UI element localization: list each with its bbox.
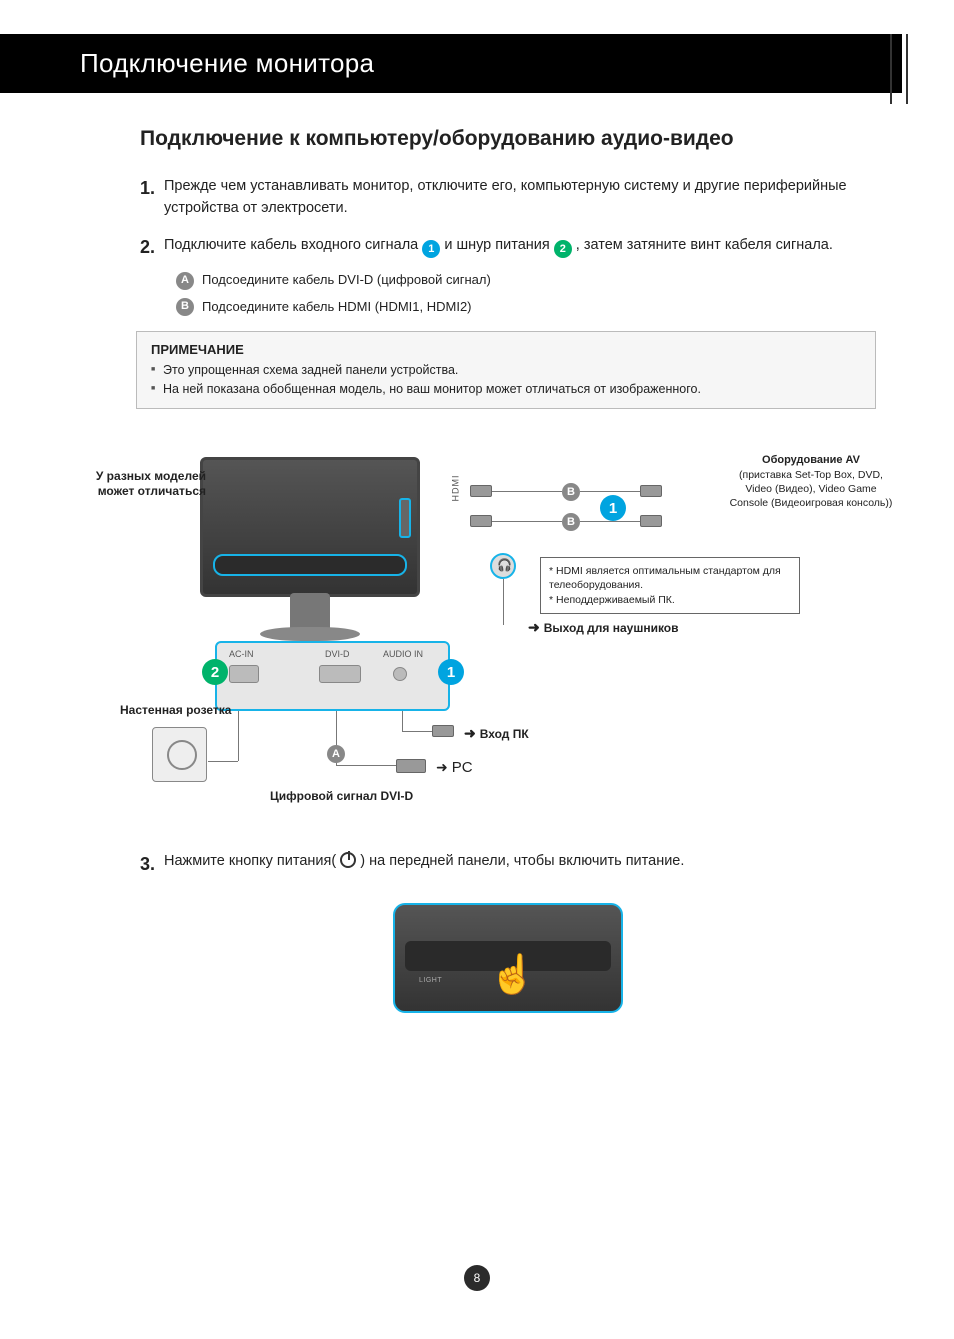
hand-icon: ☝	[489, 953, 536, 997]
step-2-num: 2.	[140, 234, 155, 262]
arrow-icon: ➜	[436, 759, 448, 775]
connection-diagram: HDMI B B 1 Оборудование AV (приставка Se…	[120, 445, 876, 825]
step-1-num: 1.	[140, 175, 155, 203]
note-line-2: На ней показана обобщенная модель, но ва…	[151, 380, 861, 399]
monitor-side-port	[399, 498, 411, 538]
hdmi-conn-2-right	[640, 515, 662, 527]
side-tab-marker	[890, 34, 908, 104]
dvi-signal-label: Цифровой сигнал DVI-D	[270, 789, 413, 803]
cable-line	[503, 579, 504, 625]
pc-arrow-label: ➜PC	[436, 759, 473, 776]
audio-conn	[432, 725, 454, 737]
badge-2-icon: 2	[554, 240, 572, 258]
pc-text: PC	[452, 759, 473, 776]
panel-label-audio: AUDIO IN	[383, 649, 423, 659]
cable-line	[238, 711, 239, 761]
hdmi-note-1: HDMI является оптимальным стандартом для…	[549, 565, 781, 591]
hdmi-note-2: Неподдерживаемый ПК.	[556, 594, 675, 606]
wall-outlet-label: Настенная розетка	[120, 703, 231, 717]
note-title: ПРИМЕЧАНИЕ	[151, 342, 861, 357]
av-title: Оборудование AV	[762, 454, 860, 466]
power-icon	[340, 852, 356, 868]
headphone-jack-icon	[490, 553, 516, 579]
cable-line	[492, 521, 562, 522]
port-dvi	[319, 665, 361, 683]
arrow-icon: ➜	[528, 619, 540, 635]
dvi-conn	[396, 759, 426, 773]
page: Подключение монитора Подключение к компь…	[0, 34, 954, 1339]
sub-a-text: Подсоедините кабель DVI-D (цифровой сигн…	[202, 270, 491, 290]
monitor-illustration	[200, 457, 420, 597]
wall-outlet-icon	[152, 727, 207, 782]
monitor-bottom-bar	[213, 554, 407, 576]
hdmi-conn-2-left	[470, 515, 492, 527]
arrow-icon: ➜	[464, 725, 476, 741]
panel-label-acin: AC-IN	[229, 649, 254, 659]
step-1: 1. Прежде чем устанавливать монитор, отк…	[140, 175, 876, 220]
content-area: Подключение к компьютеру/оборудованию ау…	[0, 93, 954, 1013]
note-line-1: Это упрощенная схема задней панели устро…	[151, 361, 861, 380]
av-equipment-label: Оборудование AV (приставка Set-Top Box, …	[726, 453, 896, 510]
hdmi-conn-1-right	[640, 485, 662, 497]
models-vary-label: У разных моделей может отличаться	[56, 469, 206, 498]
step-2: 2. Подключите кабель входного сигнала 1 …	[140, 234, 876, 317]
headphone-out-label: ➜ Выход для наушников	[528, 619, 679, 636]
headphone-out-text: Выход для наушников	[544, 621, 679, 635]
pc-input-text: Вход ПК	[480, 727, 529, 741]
note-list: Это упрощенная схема задней панели устро…	[151, 361, 861, 399]
step-3-num: 3.	[140, 851, 155, 878]
cable-line	[580, 491, 640, 492]
badge-a-cable: A	[327, 745, 345, 763]
steps-list: 1. Прежде чем устанавливать монитор, отк…	[140, 175, 876, 317]
cable-line	[402, 731, 432, 732]
badge-b-cable-1: B	[562, 483, 580, 501]
sub-b: B Подсоедините кабель HDMI (HDMI1, HDMI2…	[176, 297, 876, 317]
badge-b-icon: B	[176, 298, 194, 316]
panel-label-dvi: DVI-D	[325, 649, 350, 659]
hdmi-side-label: HDMI	[451, 475, 461, 502]
step-1-text: Прежде чем устанавливать монитор, отключ…	[164, 178, 847, 216]
rear-panel: AC-IN DVI-D AUDIO IN	[215, 641, 450, 711]
hdmi-conn-1-left	[470, 485, 492, 497]
cable-line	[492, 491, 562, 492]
cable-line	[402, 711, 403, 731]
note-box: ПРИМЕЧАНИЕ Это упрощенная схема задней п…	[136, 331, 876, 410]
step-2-sublist: A Подсоедините кабель DVI-D (цифровой си…	[176, 270, 876, 316]
section-title: Подключение к компьютеру/оборудованию ау…	[140, 127, 876, 151]
hdmi-note-box: * HDMI является оптимальным стандартом д…	[540, 557, 800, 614]
step-3-post: ) на передней панели, чтобы включить пит…	[360, 853, 684, 869]
badge-a-icon: A	[176, 272, 194, 290]
header-bar: Подключение монитора	[0, 34, 902, 93]
cable-line	[208, 761, 238, 762]
cable-line	[580, 521, 640, 522]
cable-line	[336, 765, 396, 766]
step-3-pre: Нажмите кнопку питания(	[164, 853, 340, 869]
monitor-stand-base	[260, 627, 360, 641]
port-audio	[393, 667, 407, 681]
badge-1-big-hdmi: 1	[600, 495, 626, 521]
av-desc: (приставка Set-Top Box, DVD, Video (Виде…	[730, 469, 893, 509]
step-2-pre: Подключите кабель входного сигнала	[164, 237, 422, 253]
sub-b-text: Подсоедините кабель HDMI (HDMI1, HDMI2)	[202, 297, 472, 317]
pc-input-label: ➜ Вход ПК	[464, 725, 529, 742]
header-title: Подключение монитора	[80, 48, 902, 79]
step-2-post: , затем затяните винт кабеля сигнала.	[576, 237, 833, 253]
badge-b-cable-2: B	[562, 513, 580, 531]
port-ac	[229, 665, 259, 683]
sub-a: A Подсоедините кабель DVI-D (цифровой си…	[176, 270, 876, 290]
badge-1-panel: 1	[438, 659, 464, 685]
step-3: 3. Нажмите кнопку питания( ) на передней…	[140, 851, 876, 873]
badge-1-icon: 1	[422, 240, 440, 258]
step-2-mid: и шнур питания	[444, 237, 553, 253]
light-label: LIGHT	[419, 977, 442, 984]
power-button-illustration: ☝ LIGHT	[393, 903, 623, 1013]
page-number: 8	[464, 1265, 490, 1291]
